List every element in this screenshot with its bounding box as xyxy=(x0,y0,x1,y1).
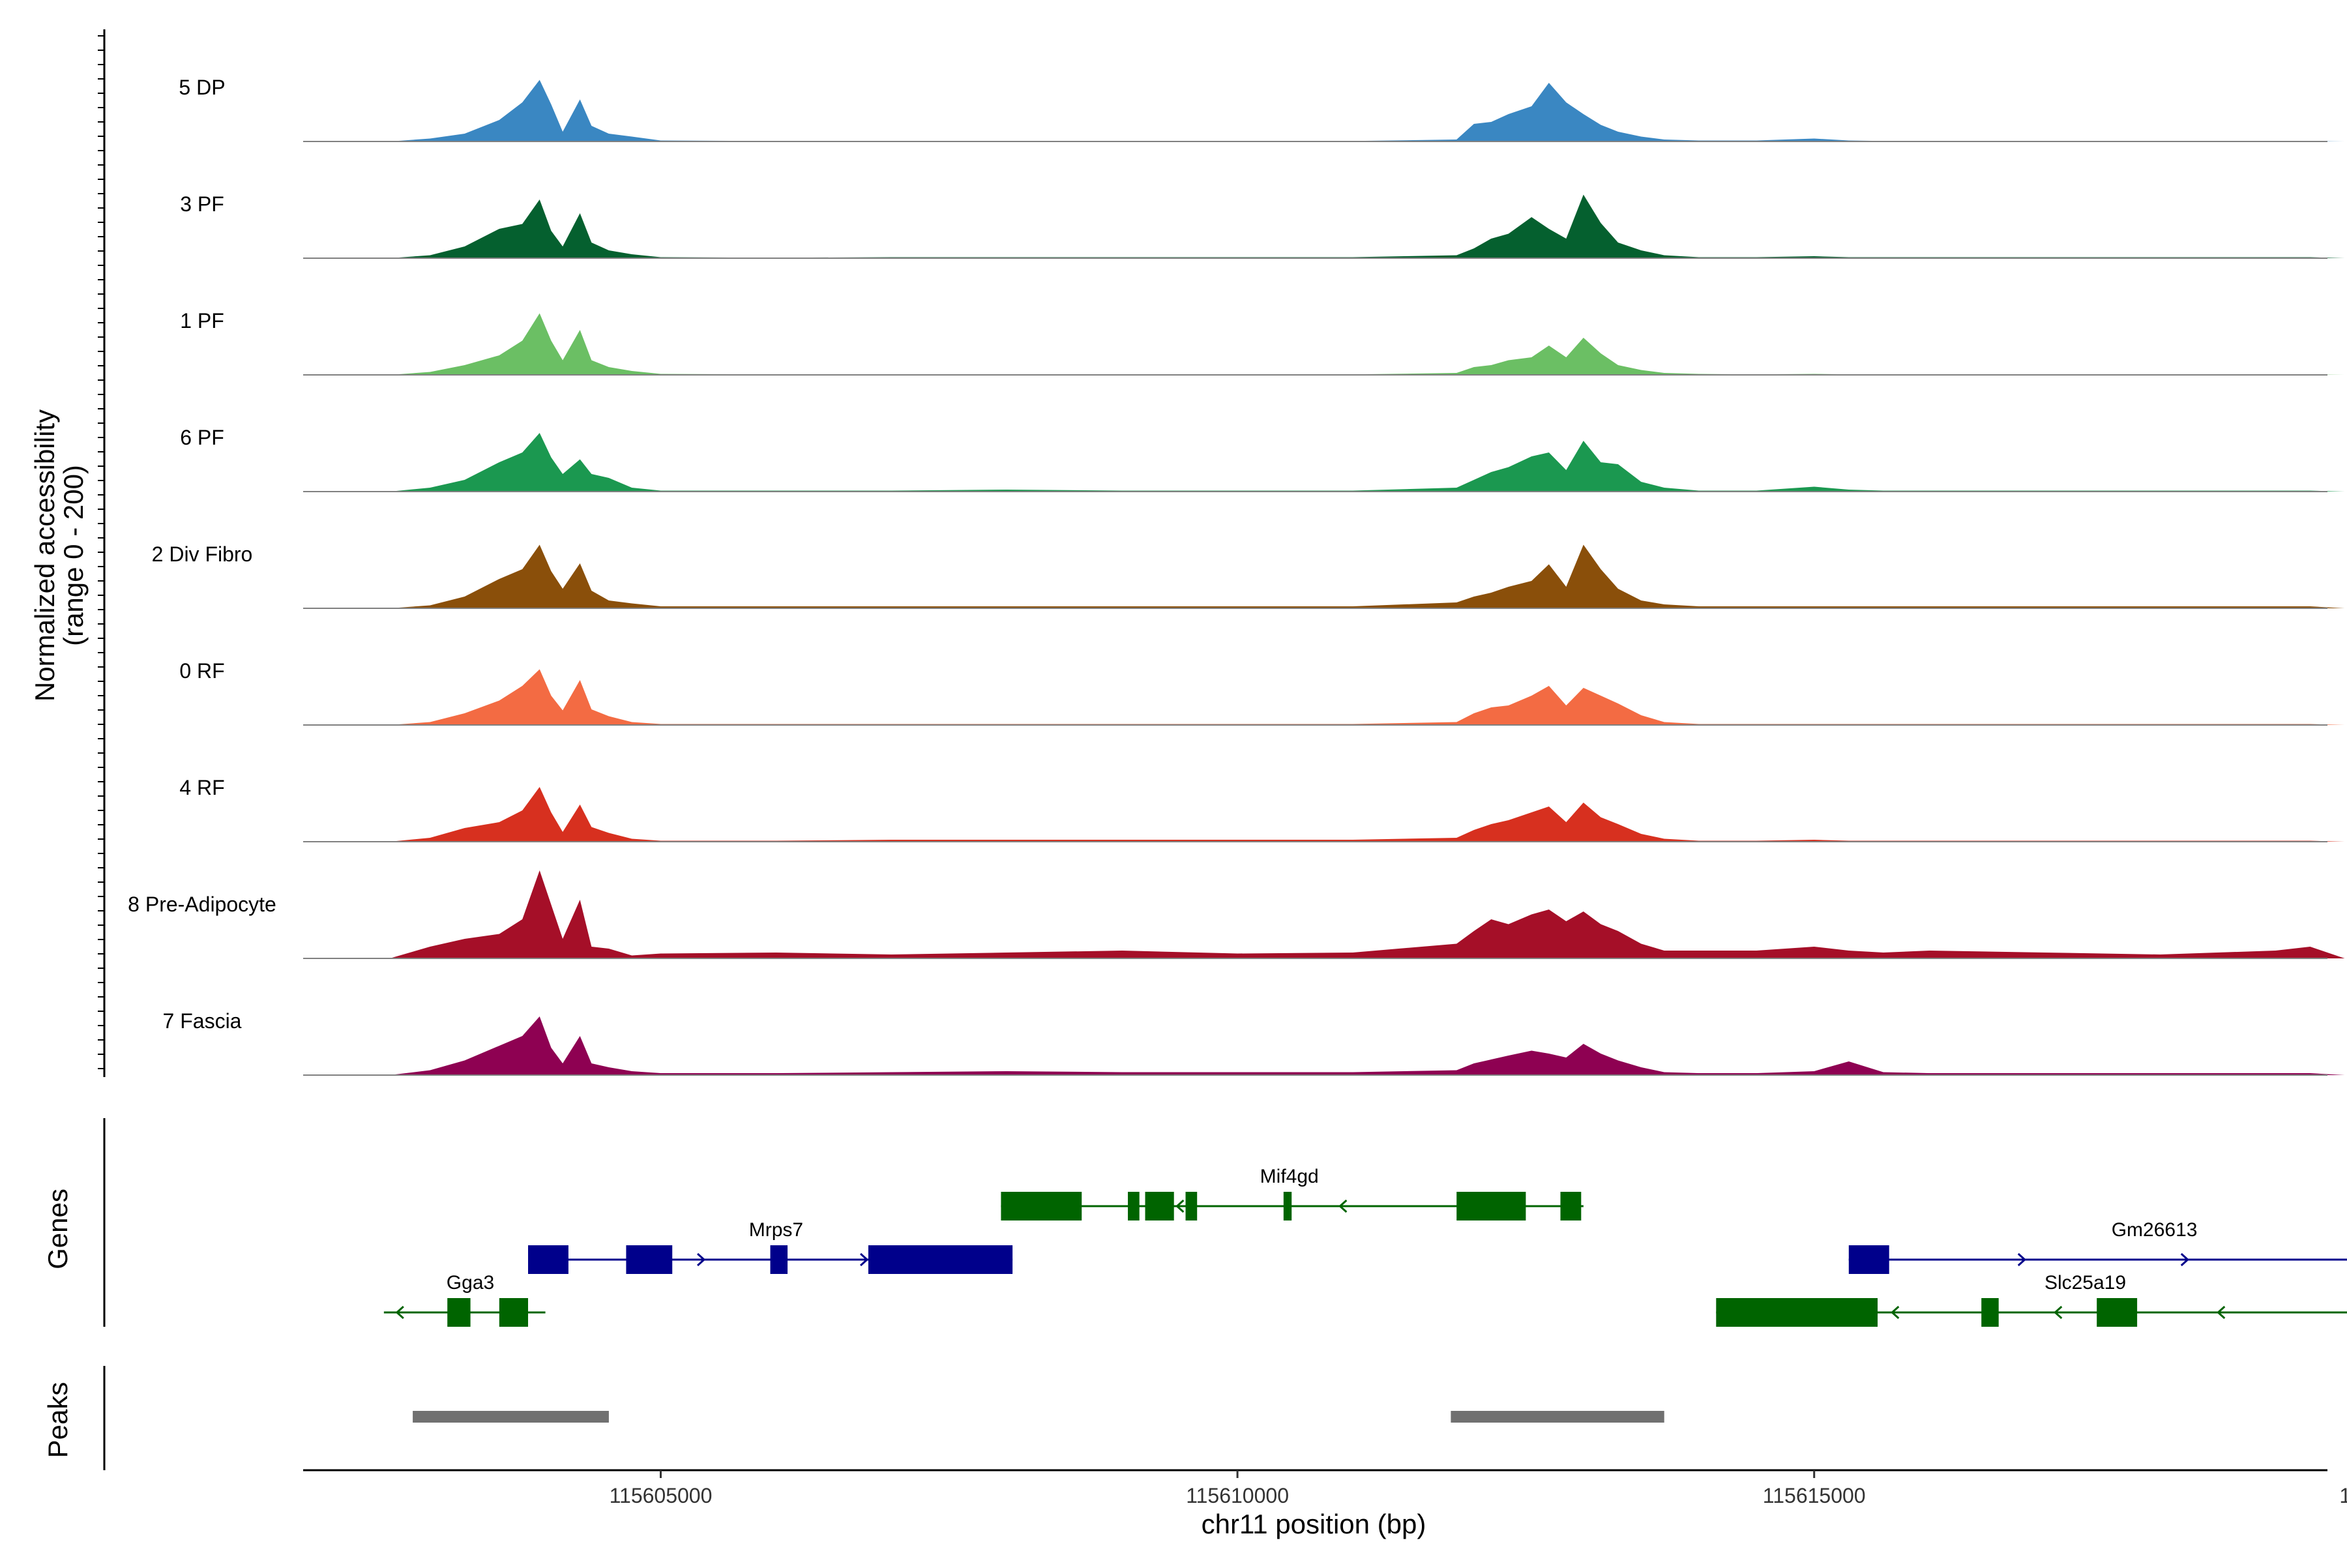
gene-exon xyxy=(447,1298,471,1327)
gene-exon xyxy=(1981,1298,1999,1327)
gene-mrps7: Mrps7 xyxy=(528,1219,1013,1274)
gene-exon xyxy=(626,1245,673,1274)
x-tick-label: 115605000 xyxy=(610,1484,713,1507)
track-7-fascia: 7 Fascia xyxy=(163,1009,2345,1076)
track-label: 4 RF xyxy=(179,776,224,799)
gene-label: Mrps7 xyxy=(749,1219,803,1241)
coverage-area xyxy=(389,80,2345,141)
track-8-pre-adipocyte: 8 Pre-Adipocyte xyxy=(128,870,2345,959)
gene-exon xyxy=(2097,1298,2138,1327)
peak-bar xyxy=(413,1411,609,1423)
gene-label: Mif4gd xyxy=(1260,1166,1319,1187)
gene-gm26613: Gm26613 xyxy=(1848,1219,2347,1274)
gene-exon xyxy=(499,1298,528,1327)
strand-arrow xyxy=(859,1252,869,1267)
coverage-area xyxy=(389,544,2345,608)
gene-label: Gm26613 xyxy=(2112,1219,2198,1241)
y-axis-title: Normalized accessibility xyxy=(29,409,60,702)
coverage-area xyxy=(389,669,2345,725)
track-label: 6 PF xyxy=(180,426,224,449)
strand-arrow xyxy=(2017,1252,2027,1267)
track-3-pf: 3 PF xyxy=(180,192,2345,259)
track-label: 5 DP xyxy=(179,76,225,99)
coverage-area xyxy=(389,1016,2345,1075)
track-1-pf: 1 PF xyxy=(180,309,2345,376)
gene-slc25a19: Slc25a19 xyxy=(1716,1272,2347,1327)
gene-exon xyxy=(1128,1192,1140,1220)
track-label: 0 RF xyxy=(179,659,224,683)
track-2-div-fibro: 2 Div Fibro xyxy=(152,542,2345,609)
gene-exon xyxy=(868,1245,1013,1274)
gene-exon xyxy=(1456,1192,1526,1220)
gene-mif4gd: Mif4gd xyxy=(1001,1166,1584,1220)
gene-exon xyxy=(528,1245,568,1274)
x-axis-title: chr11 position (bp) xyxy=(1202,1509,1426,1539)
gene-exon xyxy=(1848,1245,1889,1274)
peaks-axis-title: Peaks xyxy=(42,1382,73,1458)
gene-exon xyxy=(1001,1192,1082,1220)
gene-exon xyxy=(1185,1192,1198,1220)
track-6-pf: 6 PF xyxy=(180,426,2345,492)
peak-bar xyxy=(1451,1411,1664,1423)
strand-arrow xyxy=(1175,1199,1185,1213)
coverage-area xyxy=(389,194,2345,258)
gene-exon xyxy=(1716,1298,1878,1327)
strand-arrow xyxy=(395,1305,404,1320)
x-tick-label: 115610000 xyxy=(1186,1484,1289,1507)
coverage-area xyxy=(389,433,2345,492)
gene-exon xyxy=(1560,1192,1582,1220)
gene-exon xyxy=(770,1245,788,1274)
x-tick-label: 115615000 xyxy=(1763,1484,1866,1507)
strand-arrow xyxy=(1891,1305,1900,1320)
coverage-area xyxy=(389,787,2345,842)
gene-label: Slc25a19 xyxy=(2044,1272,2126,1294)
track-label: 2 Div Fibro xyxy=(152,542,253,566)
gene-label: Gga3 xyxy=(447,1272,494,1294)
gene-gga3: Gga3 xyxy=(383,1272,546,1327)
strand-arrow xyxy=(2180,1252,2190,1267)
coverage-area xyxy=(389,870,2345,958)
track-0-rf: 0 RF xyxy=(179,659,2345,726)
track-label: 8 Pre-Adipocyte xyxy=(128,893,276,916)
genes-axis-title: Genes xyxy=(42,1189,73,1269)
track-4-rf: 4 RF xyxy=(179,776,2345,842)
strand-arrow xyxy=(2217,1305,2226,1320)
track-label: 1 PF xyxy=(180,309,224,333)
strand-arrow xyxy=(1338,1199,1348,1213)
track-label: 7 Fascia xyxy=(163,1009,242,1033)
gene-exon xyxy=(1145,1192,1174,1220)
coverage-area xyxy=(389,313,2345,375)
track-label: 3 PF xyxy=(180,192,224,216)
y-axis-range-note: (range 0 - 200) xyxy=(58,465,89,646)
x-tick-label: 115620000 xyxy=(2339,1484,2347,1507)
strand-arrow xyxy=(2054,1305,2063,1320)
strand-arrow xyxy=(696,1252,706,1267)
gene-exon xyxy=(1283,1192,1292,1220)
track-5-dp: 5 DP xyxy=(179,76,2345,142)
